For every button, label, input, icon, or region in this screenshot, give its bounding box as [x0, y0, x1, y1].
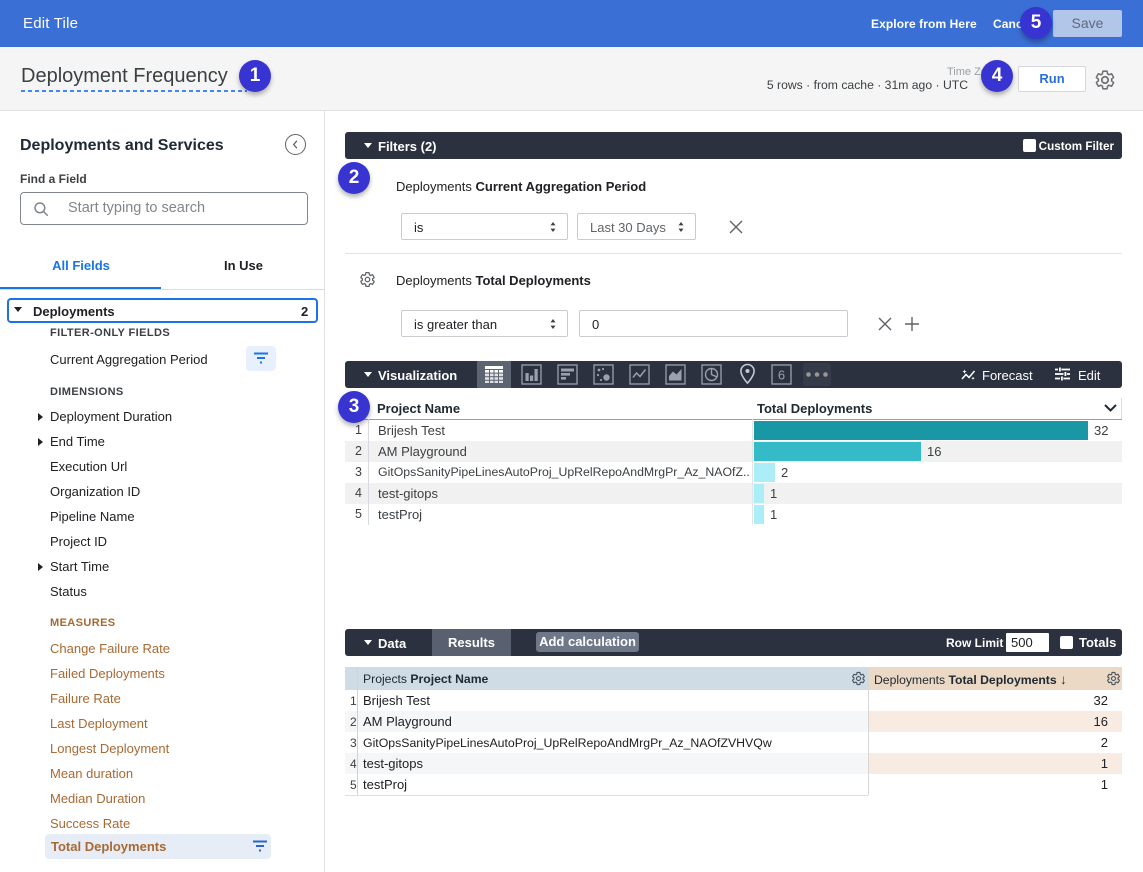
svg-text:6: 6	[778, 368, 785, 383]
